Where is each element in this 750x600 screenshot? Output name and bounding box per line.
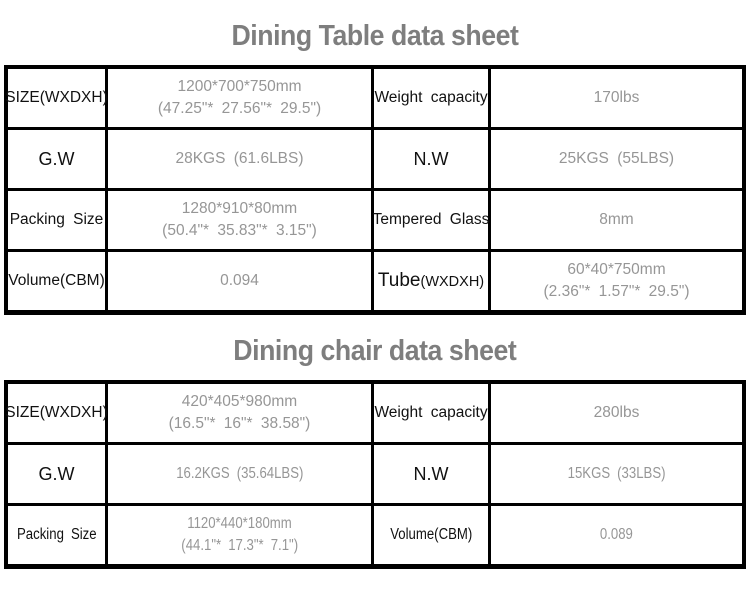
spec-text-line: 28KGS (61.6LBS) [175, 150, 304, 167]
sheet-title-text: Dining chair data sheet [233, 335, 517, 367]
spec-value-cell: 170lbs [491, 69, 742, 127]
spec-text-line: Weight capacity [374, 404, 488, 421]
spec-value-cell: 28KGS (61.6LBS) [108, 130, 374, 188]
spec-value-cell: 0.094 [108, 252, 374, 310]
spec-label-cell: SIZE(WXDXH) [5, 69, 108, 127]
spec-text-line: 1200*700*750mm [177, 78, 302, 95]
table-row: Packing Size 1280*910*80mm (50.4"* 35.83"*… [8, 191, 742, 252]
spec-text-line: (16.5"* 16"* 38.58") [168, 415, 311, 432]
dining-chair-section: Dining chair data sheet SIZE(WXDXH) 420*4… [0, 315, 750, 569]
dining-chair-sheet-title: Dining chair data sheet [0, 315, 750, 380]
spec-label-cell: Packing Size [8, 506, 108, 564]
table-row: G.W 16.2KGS (35.64LBS) N.W 15KGS (33LBS) [8, 445, 742, 506]
sheet-title-text: Dining Table data sheet [231, 20, 519, 52]
table-row: Volume(CBM) 0.094 Tube(WXDXH) 60*40*750mm (2… [8, 252, 742, 310]
spec-text-line: 60*40*750mm [567, 261, 666, 278]
spec-label-cell: Tempered Glass [372, 191, 491, 249]
table-row: SIZE(WXDXH) 420*405*980mm (16.5"* 16"* 38.… [5, 384, 742, 445]
spec-value-cell: 16.2KGS (35.64LBS) [108, 445, 374, 503]
spec-text-line: SIZE(WXDXH) [5, 404, 108, 421]
spec-label-cell: G.W [8, 445, 108, 503]
spec-label-cell: Volume(CBM) [8, 252, 108, 310]
spec-text-line: 280lbs [593, 404, 640, 421]
spec-text-line: N.W [413, 464, 449, 484]
spec-text-line: G.W [38, 149, 75, 169]
spec-label-cell: Tube(WXDXH) [374, 252, 491, 310]
spec-value-cell: 8mm [491, 191, 742, 249]
spec-text-line: (50.4"* 35.83"* 3.15") [162, 222, 317, 239]
spec-text-line: Volume(CBM) [8, 272, 105, 289]
spec-label-cell: N.W [374, 445, 491, 503]
spec-label-cell: Weight capacity [374, 384, 491, 442]
spec-label-cell: Packing Size [8, 191, 108, 249]
spec-label-cell: N.W [374, 130, 491, 188]
spec-text-line: N.W [413, 149, 449, 169]
spec-text-part: (WXDXH) [420, 273, 485, 290]
spec-text-line: 1280*910*80mm [181, 200, 298, 217]
spec-value-cell: 420*405*980mm (16.5"* 16"* 38.58") [108, 384, 374, 442]
table-row: Packing Size 1120*440*180mm (44.1"* 17.3"*… [8, 506, 742, 564]
spec-value-cell: 0.089 [491, 506, 742, 564]
spec-text-line: Weight capacity [374, 89, 488, 106]
dining-table-spec-table: SIZE(WXDXH) 1200*700*750mm (47.25"* 27.56"… [4, 65, 746, 315]
dining-chair-spec-table: SIZE(WXDXH) 420*405*980mm (16.5"* 16"* 38.… [4, 380, 746, 569]
spec-label-cell: SIZE(WXDXH) [5, 384, 108, 442]
spec-text-line: 25KGS (55LBS) [558, 150, 675, 167]
spec-text-line: 1120*440*180mm [187, 515, 292, 532]
spec-value-cell: 280lbs [491, 384, 742, 442]
spec-value-cell: 15KGS (33LBS) [491, 445, 742, 503]
dining-table-sheet-title: Dining Table data sheet [0, 0, 750, 65]
spec-text-line: Packing Size [16, 526, 97, 543]
spec-text-line: Volume(CBM) [390, 526, 472, 543]
spec-text-line: 170lbs [593, 89, 640, 106]
table-row: SIZE(WXDXH) 1200*700*750mm (47.25"* 27.56"… [5, 69, 742, 130]
spec-text-line: Tempered Glass [372, 211, 490, 228]
spec-text-line: 420*405*980mm [181, 393, 298, 410]
spec-text-line: 15KGS (33LBS) [567, 465, 666, 482]
spec-text-line: Packing Size [9, 211, 104, 228]
spec-text-part: Tube [377, 269, 421, 291]
table-row: G.W 28KGS (61.6LBS) N.W 25KGS (55LBS) [8, 130, 742, 191]
spec-value-cell: 1200*700*750mm (47.25"* 27.56"* 29.5") [108, 69, 374, 127]
spec-text-line: G.W [38, 464, 75, 484]
spec-text-line: (47.25"* 27.56"* 29.5") [157, 100, 322, 117]
spec-value-cell: 25KGS (55LBS) [491, 130, 742, 188]
spec-value-cell: 1280*910*80mm (50.4"* 35.83"* 3.15") [108, 191, 374, 249]
dining-table-section: Dining Table data sheet SIZE(WXDXH) 1200*… [0, 0, 750, 315]
spec-text-line: 0.094 [220, 272, 259, 289]
spec-text-line: 16.2KGS (35.64LBS) [175, 465, 304, 482]
spec-value-cell: 60*40*750mm (2.36"* 1.57"* 29.5") [491, 252, 742, 310]
spec-value-cell: 1120*440*180mm (44.1"* 17.3"* 7.1") [108, 506, 374, 564]
spec-text-line: (2.36"* 1.57"* 29.5") [543, 283, 690, 300]
spec-text-line: SIZE(WXDXH) [5, 89, 108, 106]
spec-text-line: (44.1"* 17.3"* 7.1") [181, 537, 298, 554]
spec-label-cell: G.W [8, 130, 108, 188]
spec-text-line: 0.089 [600, 526, 633, 543]
spec-label-cell: Weight capacity [374, 69, 491, 127]
spec-text-line: 8mm [599, 211, 634, 228]
spec-label-cell: Volume(CBM) [374, 506, 491, 564]
spec-text-line: Tube(WXDXH) [378, 270, 484, 293]
